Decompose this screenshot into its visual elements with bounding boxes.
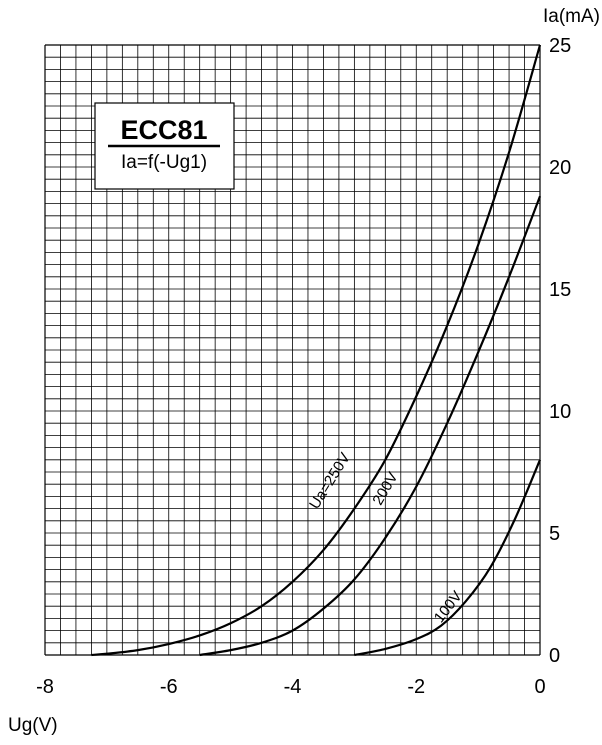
y-tick-label: 15 <box>549 279 571 301</box>
title-box: ECC81 Ia=f(-Ug1) <box>94 102 235 190</box>
y-tick-label: 25 <box>549 35 571 57</box>
x-tick-label: -4 <box>284 676 302 698</box>
x-tick-label: -6 <box>160 676 178 698</box>
y-tick-label: 20 <box>549 157 571 179</box>
series-label-0: Ua=250V <box>306 450 354 512</box>
y-tick-label: 10 <box>549 401 571 423</box>
x-tick-label: -8 <box>36 676 54 698</box>
y-axis-label: Ia(mA) <box>543 6 600 27</box>
series-line-2 <box>354 459 542 657</box>
series-label-1: 200V <box>369 469 401 508</box>
y-tick-label: 5 <box>549 523 560 545</box>
series-line-0 <box>91 44 542 657</box>
x-tick-label: 0 <box>534 676 545 698</box>
x-tick-label: -2 <box>407 676 425 698</box>
series-line-1 <box>199 195 542 657</box>
y-tick-label: 0 <box>549 645 560 667</box>
chart-subtitle: Ia=f(-Ug1) <box>121 152 207 173</box>
curves <box>91 44 542 657</box>
x-axis-label: Ug(V) <box>8 715 58 736</box>
chart-title: ECC81 <box>120 115 207 145</box>
